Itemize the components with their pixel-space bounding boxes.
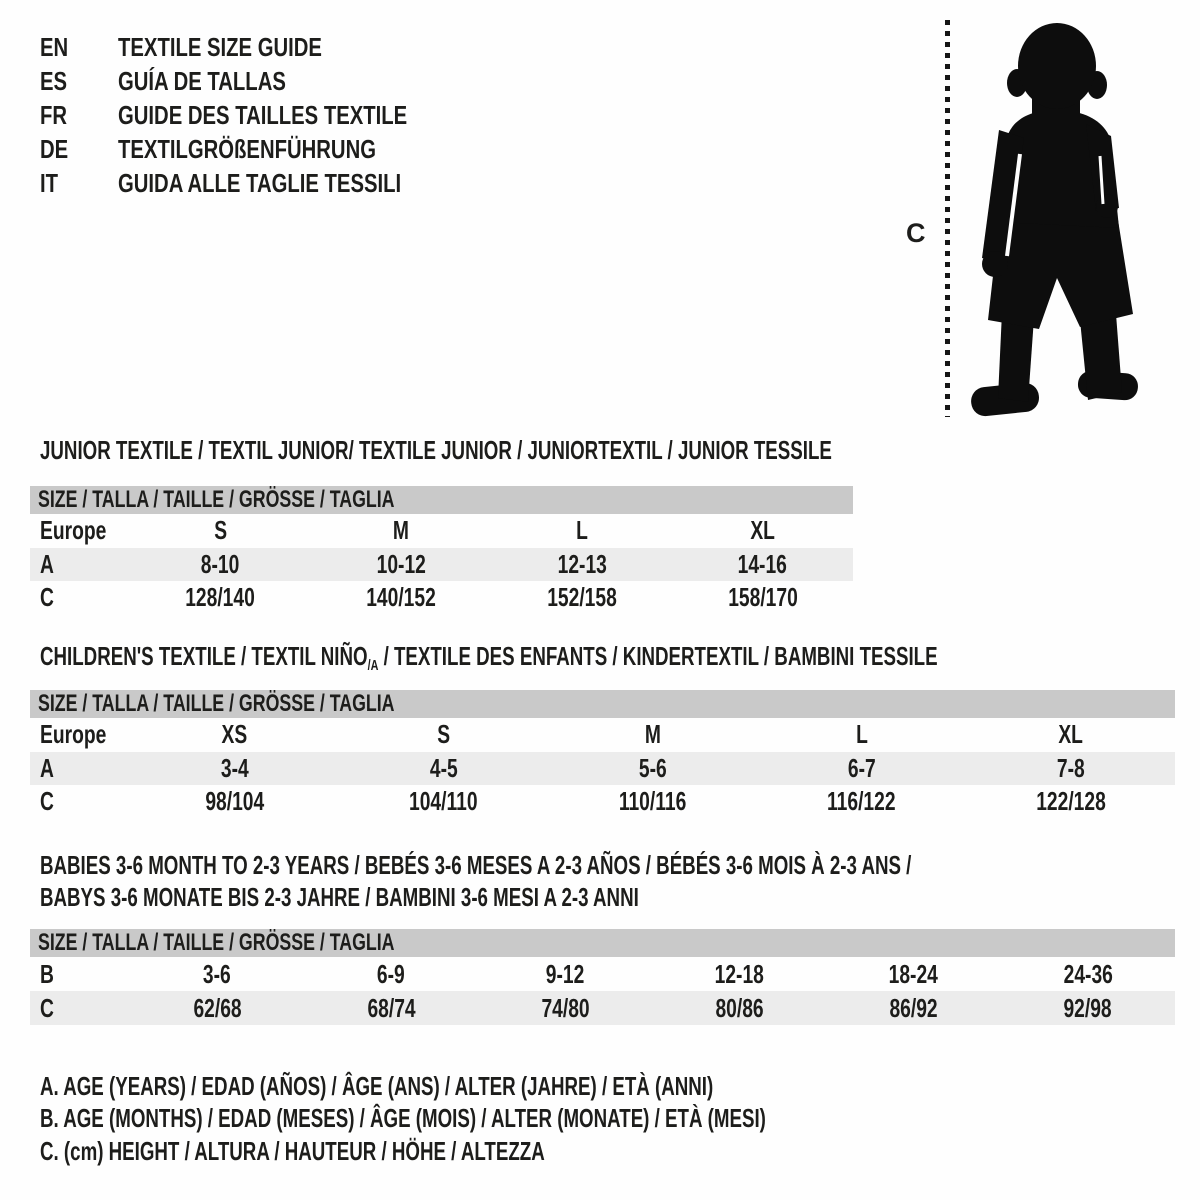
height-cell: 92/98 (1063, 992, 1112, 1023)
language-code: FR (40, 99, 68, 130)
height-cell: 158/170 (727, 582, 798, 613)
size-cell: M (393, 515, 410, 546)
subscript-a: /A (367, 657, 379, 674)
height-cell: 104/110 (409, 786, 478, 817)
height-cell: 86/92 (889, 992, 938, 1023)
table-row-height: C 98/104 104/110 110/116 116/122 122/128 (30, 785, 1175, 819)
height-cell: 116/122 (827, 786, 896, 817)
row-label: A (40, 548, 54, 579)
toddler-silhouette-icon (971, 23, 1138, 417)
children-size-table: SIZE / TALLA / TAILLE / GRÖSSE / TAGLIA … (30, 690, 1175, 819)
children-section-title: CHILDREN'S TEXTILE / TEXTIL NIÑO/A / TEX… (40, 641, 938, 674)
size-cell: L (855, 719, 868, 750)
height-cell: 122/128 (1035, 786, 1106, 817)
junior-size-table: SIZE / TALLA / TAILLE / GRÖSSE / TAGLIA … (30, 486, 853, 615)
months-cell: 9-12 (546, 958, 585, 989)
months-cell: 18-24 (889, 958, 939, 989)
months-cell: 3-6 (203, 958, 231, 989)
language-guide: EN TEXTILE SIZE GUIDE ES GUÍA DE TALLAS … (40, 30, 489, 200)
height-cell: 98/104 (205, 786, 264, 817)
legend-line-b: B. AGE (MONTHS) / EDAD (MESES) / ÂGE (MO… (40, 1103, 766, 1134)
height-measure-dashed-line (945, 20, 950, 417)
language-title: GUIDE DES TAILLES TEXTILE (118, 99, 408, 130)
legend-line-a: A. AGE (YEARS) / EDAD (AÑOS) / ÂGE (ANS)… (40, 1070, 714, 1101)
age-cell: 6-7 (847, 752, 876, 783)
table-row-age: A 8-10 10-12 12-13 14-16 (30, 547, 853, 581)
table-row-europe: Europe S M L XL (30, 514, 853, 548)
age-cell: 10-12 (376, 548, 426, 579)
size-cell: XS (221, 719, 248, 750)
size-cell: M (644, 719, 661, 750)
language-row: ES GUÍA DE TALLAS (40, 64, 489, 98)
language-code: DE (40, 133, 69, 164)
row-label: B (40, 958, 54, 989)
measurement-legend: A. AGE (YEARS) / EDAD (AÑOS) / ÂGE (ANS)… (40, 1070, 1048, 1168)
size-header-band: SIZE / TALLA / TAILLE / GRÖSSE / TAGLIA (30, 929, 1175, 957)
language-row: IT GUIDA ALLE TAGLIE TESSILI (40, 166, 489, 200)
size-cell: XL (1058, 719, 1083, 750)
language-title: GUIDA ALLE TAGLIE TESSILI (118, 167, 402, 198)
language-title: TEXTILGRÖßENFÜHRUNG (118, 133, 376, 164)
size-cell: S (437, 719, 450, 750)
age-cell: 7-8 (1056, 752, 1085, 783)
row-label: Europe (40, 515, 107, 546)
language-code: ES (40, 65, 68, 96)
row-label: C (40, 786, 54, 817)
table-row-height: C 128/140 140/152 152/158 158/170 (30, 581, 853, 615)
size-header-band: SIZE / TALLA / TAILLE / GRÖSSE / TAGLIA (30, 486, 853, 514)
language-title: TEXTILE SIZE GUIDE (118, 31, 322, 62)
language-title: GUÍA DE TALLAS (118, 65, 286, 96)
table-row-height: C 62/68 68/74 74/80 80/86 86/92 92/98 (30, 991, 1175, 1025)
height-cell: 152/158 (547, 582, 617, 613)
row-label: C (40, 582, 54, 613)
size-header-band: SIZE / TALLA / TAILLE / GRÖSSE / TAGLIA (30, 690, 1175, 718)
row-label: C (40, 992, 54, 1023)
junior-section-title: JUNIOR TEXTILE / TEXTIL JUNIOR/ TEXTILE … (40, 435, 832, 465)
age-cell: 8-10 (201, 548, 240, 579)
age-cell: 3-4 (220, 752, 249, 783)
height-cell: 140/152 (366, 582, 436, 613)
babies-section-title: BABIES 3-6 MONTH TO 2-3 YEARS / BEBÉS 3-… (40, 850, 912, 912)
months-cell: 6-9 (377, 958, 406, 989)
language-code: IT (40, 167, 59, 198)
age-cell: 5-6 (638, 752, 667, 783)
height-cell: 128/140 (185, 582, 256, 613)
height-cell: 68/74 (367, 992, 416, 1023)
language-row: EN TEXTILE SIZE GUIDE (40, 30, 489, 64)
language-row: FR GUIDE DES TAILLES TEXTILE (40, 98, 489, 132)
size-cell: S (213, 515, 227, 546)
table-row-europe: Europe XS S M L XL (30, 718, 1175, 752)
language-row: DE TEXTILGRÖßENFÜHRUNG (40, 132, 489, 166)
age-cell: 12-13 (557, 548, 607, 579)
table-row-age: A 3-4 4-5 5-6 6-7 7-8 (30, 751, 1175, 785)
height-cell: 74/80 (541, 992, 590, 1023)
row-label: A (40, 752, 54, 783)
babies-size-table: SIZE / TALLA / TAILLE / GRÖSSE / TAGLIA … (30, 929, 1175, 1025)
height-cell: 110/116 (618, 786, 687, 817)
months-cell: 12-18 (714, 958, 765, 989)
height-cell: 62/68 (192, 992, 242, 1023)
height-measure-label: C (906, 218, 926, 248)
size-cell: L (575, 515, 588, 546)
language-code: EN (40, 31, 69, 62)
height-cell: 80/86 (715, 992, 764, 1023)
age-cell: 4-5 (429, 752, 458, 783)
table-row-months: B 3-6 6-9 9-12 12-18 18-24 24-36 (30, 957, 1175, 991)
age-cell: 14-16 (738, 548, 788, 579)
size-cell: XL (750, 515, 775, 546)
row-label: Europe (40, 719, 107, 750)
months-cell: 24-36 (1063, 958, 1113, 989)
legend-line-c: C. (cm) HEIGHT / ALTURA / HAUTEUR / HÖHE… (40, 1135, 545, 1166)
